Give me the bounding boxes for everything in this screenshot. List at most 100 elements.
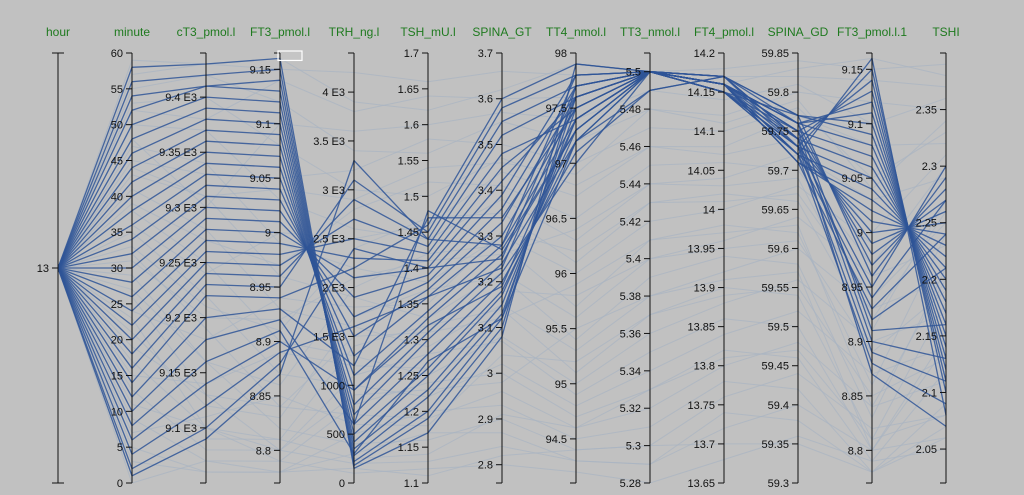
tick-label: 8.8 [848,445,863,457]
tick-label: 59.5 [768,322,789,334]
tick-label: 9.1 [256,119,271,131]
tick-label: 2.05 [916,444,937,456]
axis-title-TT3_nmol.l: TT3_nmol.l [620,25,680,39]
tick-label: 59.65 [761,204,789,216]
tick-label: 500 [327,429,345,441]
tick-label: 8.85 [250,391,271,403]
tick-label: 13.85 [687,322,715,334]
tick-label: 96.5 [546,213,567,225]
tick-label: 1.65 [398,84,419,96]
tick-label: 1000 [321,380,345,392]
tick-label: 8.9 [848,336,863,348]
tick-label: 5.34 [620,366,641,378]
tick-label: 9.05 [250,173,271,185]
tick-label: 5.32 [620,403,641,415]
tick-label: 8.95 [250,282,271,294]
tick-label: 1.1 [404,478,419,490]
brush-layer[interactable] [277,50,303,62]
axis-title-TRH_ng.l: TRH_ng.l [329,25,380,39]
tick-label: 3.5 [478,139,493,151]
axis-FT4_pmol.l[interactable]: FT4_pmol.l 13.65 13.7 13.75 13.8 13.85 13.9 13.… [687,25,754,490]
tick-label: 9.3 E3 [165,202,197,214]
tick-label: 14 [703,204,715,216]
tick-label: 2 E3 [322,283,345,295]
tick-label: 1.3 [404,335,419,347]
tick-label: 59.35 [761,439,789,451]
tick-label: 9.15 [842,64,863,76]
tick-label: 10 [111,406,123,418]
tick-label: 1.45 [398,227,419,239]
axis-hour[interactable]: hour 13 [37,25,70,484]
tick-label: 9.1 E3 [165,423,197,435]
tick-label: 2.3 [922,161,937,173]
tick-label: 8.95 [842,282,863,294]
tick-label: 5 [117,442,123,454]
tick-label: 2.25 [916,218,937,230]
tick-label: 5.28 [620,478,641,490]
axis-title-SPINA_GT: SPINA_GT [472,25,532,39]
tick-label: 3.6 [478,94,493,106]
axis-SPINA_GT[interactable]: SPINA_GT 2.8 2.9 3 3.1 3.2 3.3 3.4 3.5 3.6 3.7 [472,25,532,484]
tick-label: 5.36 [620,328,641,340]
tick-label: 94.5 [546,434,567,446]
tick-label: 9.4 E3 [165,92,197,104]
tick-label: 40 [111,191,123,203]
axis-TRH_ng.l[interactable]: TRH_ng.l 0 500 1000 1.5 E3 2 E3 2.5 E3 3 E3 3.5 … [313,25,379,490]
tick-label: 13.75 [687,400,715,412]
tick-label: 1.25 [398,371,419,383]
tick-label: 95 [555,379,567,391]
tick-label: 59.7 [768,165,789,177]
axis-title-FT3_pmol.l: FT3_pmol.l [250,25,310,39]
tick-label: 2.2 [922,274,937,286]
axis-TT3_nmol.l[interactable]: TT3_nmol.l 5.28 5.3 5.32 5.34 5.36 5.38 5.4 5.42… [620,25,680,490]
tick-label: 59.8 [768,87,789,99]
axis-title-hour: hour [46,25,70,39]
tick-label: 9.15 E3 [159,368,197,380]
axis-brush-selection[interactable] [277,50,303,62]
tick-label: 1.15 [398,442,419,454]
tick-label: 5.5 [626,67,641,79]
axes: hour13minute051015202530354045505560cT3_… [37,25,960,490]
tick-label: 5.42 [620,216,641,228]
tick-label: 55 [111,84,123,96]
tick-label: 5.46 [620,141,641,153]
tick-label: 2.5 E3 [313,234,345,246]
tick-label: 1.5 [404,191,419,203]
tick-label: 97.5 [546,103,567,115]
tick-label: 2.15 [916,331,937,343]
tick-label: 14.15 [687,87,715,99]
tick-label: 35 [111,227,123,239]
tick-label: 2.1 [922,387,937,399]
axis-title-FT4_pmol.l: FT4_pmol.l [694,25,754,39]
tick-label: 1.55 [398,156,419,168]
axis-TSH_mU.l[interactable]: TSH_mU.l 1.1 1.15 1.2 1.25 1.3 1.35 1.4 1.45 1.5 1… [398,25,456,490]
axis-TT4_nmol.l[interactable]: TT4_nmol.l 94.5 95 95.5 96 96.5 97 97.5 98 [546,25,606,484]
tick-label: 98 [555,48,567,60]
tick-label: 45 [111,156,123,168]
tick-label: 14.05 [687,165,715,177]
tick-label: 2.35 [916,105,937,117]
axis-title-SPINA_GD: SPINA_GD [768,25,829,39]
tick-label: 13 [37,263,49,275]
axis-SPINA_GD[interactable]: SPINA_GD59.359.3559.459.4559.559.5559.65… [761,25,828,490]
tick-label: 1.4 [404,263,419,275]
tick-label: 4 E3 [322,87,345,99]
axis-FT3_pmol.l.1[interactable]: FT3_pmol.l.1 8.8 8.85 8.9 8.95 9 9.05 9.1 9.15 [837,25,907,484]
axis-title-cT3_pmol.l: cT3_pmol.l [177,25,236,39]
axis-title-FT3_pmol.l.1: FT3_pmol.l.1 [837,25,907,39]
tick-label: 95.5 [546,324,567,336]
axis-cT3_pmol.l[interactable]: cT3_pmol.l 9.1 E3 9.15 E3 9.2 E3 9.25 E3 9.3 … [159,25,236,484]
tick-label: 50 [111,120,123,132]
tick-label: 2.8 [478,460,493,472]
tick-label: 20 [111,335,123,347]
tick-label: 9 [857,228,863,240]
tick-label: 0 [117,478,123,490]
tick-label: 9.1 [848,119,863,131]
axis-minute[interactable]: minute 0 5 10 15 20 25 30 35 40 45 50 55 60 [111,25,151,490]
tick-label: 14.2 [694,48,715,60]
axis-TSHI[interactable]: TSHI 2.05 2.1 2.15 2.2 2.25 2.3 2.35 [916,25,960,484]
tick-label: 30 [111,263,123,275]
axis-title-TT4_nmol.l: TT4_nmol.l [546,25,606,39]
axis-FT3_pmol.l[interactable]: FT3_pmol.l 8.8 8.85 8.9 8.95 9 9.05 9.1 9.15 [250,25,310,484]
